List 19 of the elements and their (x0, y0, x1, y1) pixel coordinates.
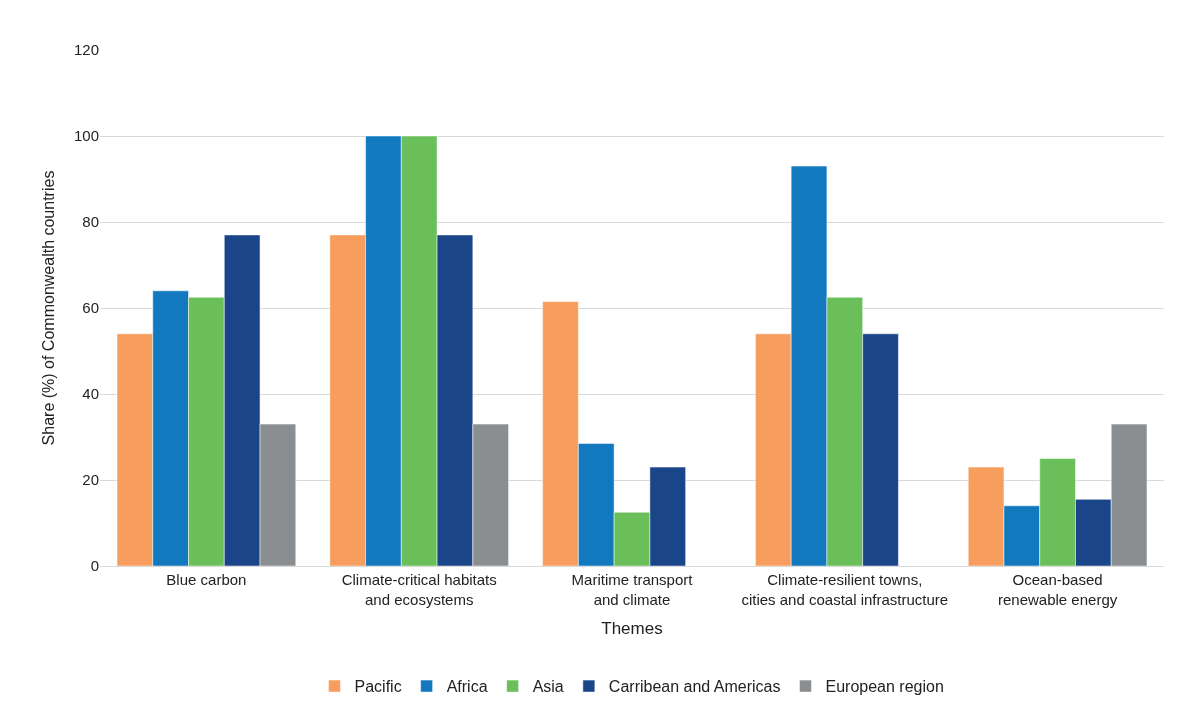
y-tick-label: 100 (73, 127, 99, 145)
y-tick-label: 40 (82, 385, 99, 403)
y-tick-label: 120 (73, 41, 99, 59)
y-tick-label: 60 (82, 299, 99, 317)
legend-label: Carribean and Americas (608, 678, 781, 696)
y-tick-label: 0 (90, 557, 99, 575)
y-tick-label: 80 (82, 213, 99, 231)
legend-label: European region (825, 678, 944, 696)
legend-label: Africa (446, 678, 488, 696)
x-tick-label: Climate-resilient towns, cities and coastal infrastructure (741, 571, 949, 608)
y-axis-title: Share (%) of Commonwealth countries (39, 170, 57, 446)
x-tick-label: Climate-critical habitats and ecosystems (341, 571, 497, 608)
x-tick-label: Maritime transport and climate (571, 571, 694, 608)
legend-label: Asia (532, 678, 564, 696)
y-tick-label: 20 (82, 471, 99, 489)
x-tick-label: Blue carbon (166, 571, 247, 588)
x-axis-title: Themes (601, 618, 663, 638)
x-tick-label: Ocean-based renewable energy (997, 571, 1118, 608)
legend-label: Pacific (354, 678, 402, 696)
